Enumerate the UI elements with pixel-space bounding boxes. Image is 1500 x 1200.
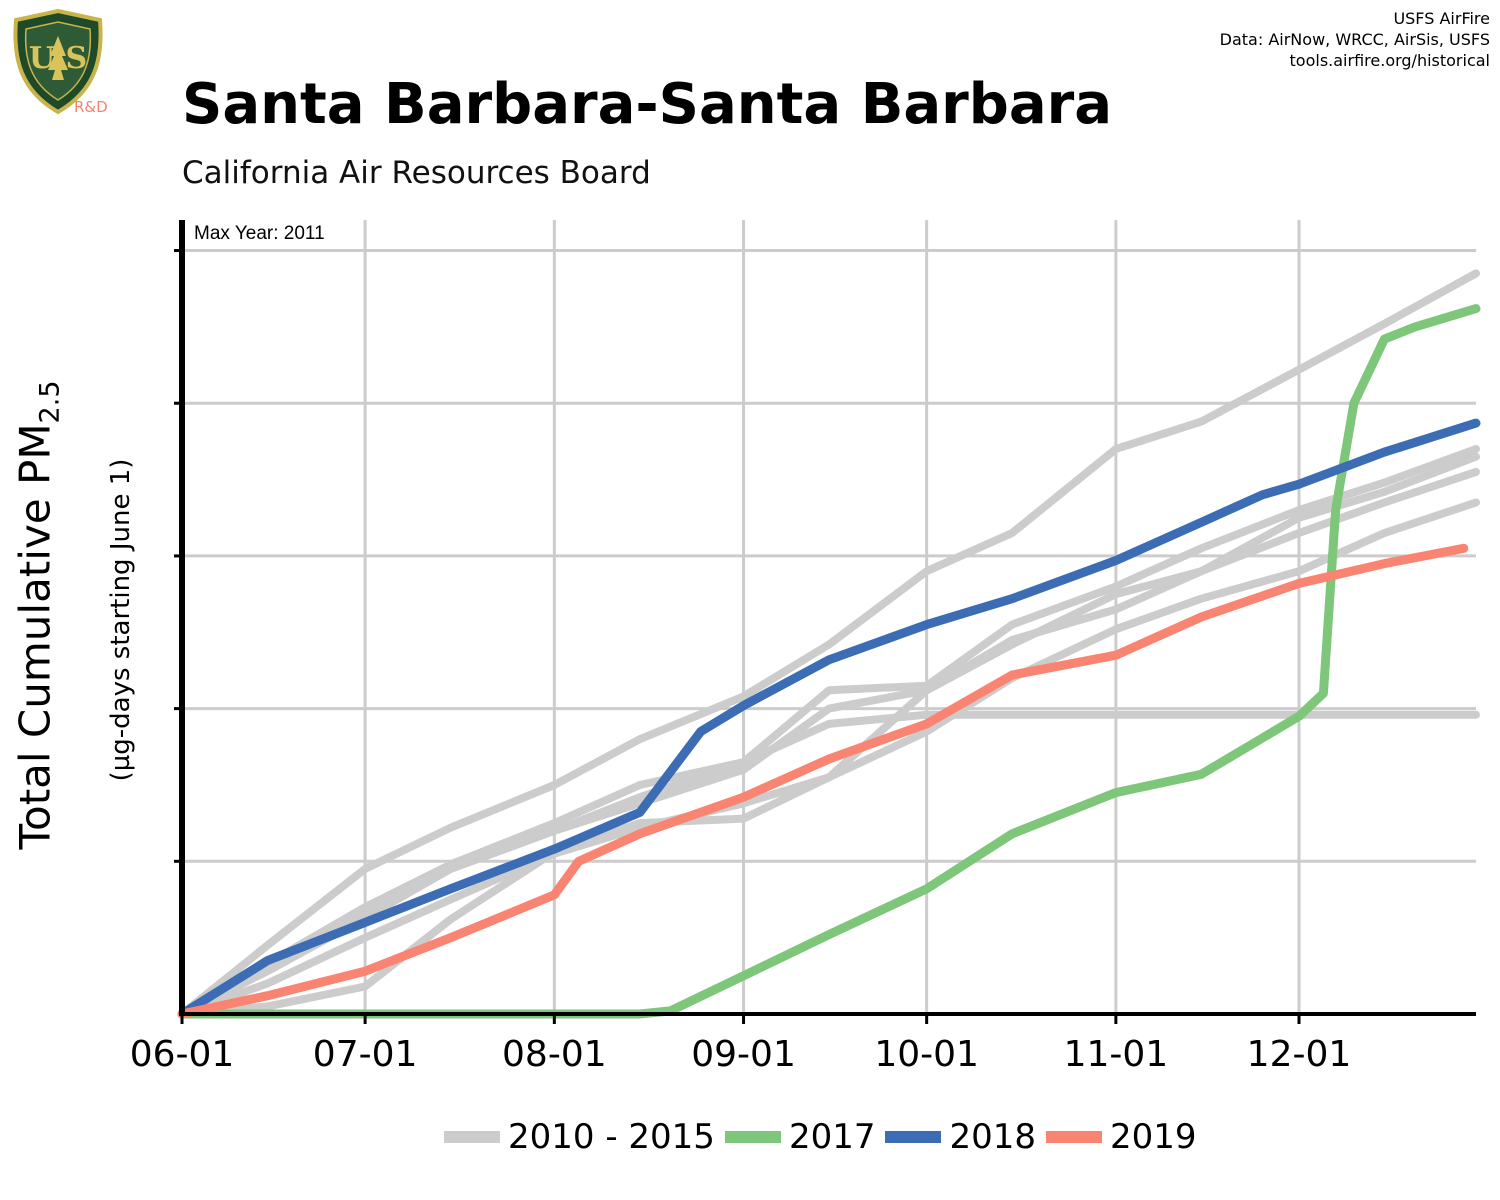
y-axis-label: Total Cumulative PM2.5	[10, 380, 65, 849]
max-year-annotation: Max Year: 2011	[194, 223, 325, 244]
logo-rd-text: R&D	[74, 98, 108, 116]
series-line	[178, 710, 1480, 1018]
chart-series	[177, 269, 1481, 1019]
x-tick-label: 12-01	[1247, 1034, 1352, 1075]
legend-swatch	[1046, 1131, 1103, 1143]
x-tick-label: 11-01	[1064, 1034, 1169, 1075]
legend-item: 2019	[1046, 1117, 1197, 1157]
series-line	[178, 467, 1480, 1018]
chart-subtitle: California Air Resources Board	[182, 155, 651, 191]
chart-legend: 2010 - 2015 2017 2018 2019	[0, 1112, 1500, 1162]
legend-swatch	[724, 1131, 781, 1143]
legend-label: 2017	[788, 1117, 876, 1157]
legend-label: 2010 - 2015	[508, 1117, 715, 1157]
legend-label: 2019	[1110, 1117, 1197, 1157]
chart-title: Santa Barbara-Santa Barbara	[182, 72, 1113, 137]
legend-item: 2017	[724, 1117, 876, 1157]
y-axis-label-text: Total Cumulative PM	[10, 423, 60, 850]
legend-label: 2018	[949, 1117, 1037, 1157]
series-line	[178, 269, 1480, 1018]
series-line	[178, 498, 1480, 1018]
y-axis-units-label: (µg-days starting June 1)	[106, 458, 136, 782]
chart-x-ticks: 06-01 07-01 08-01 09-01 10-01 11-01 12-01	[130, 1034, 1352, 1075]
x-tick-label: 08-01	[502, 1034, 607, 1075]
series-line	[177, 304, 1481, 1019]
series-line	[177, 418, 1481, 1019]
credit-line: tools.airfire.org/historical	[1289, 51, 1490, 70]
forest-service-shield-icon: U S	[13, 8, 103, 115]
y-axis-label-subscript: 2.5	[34, 380, 66, 424]
chart-axes: Max Year: 2011	[174, 220, 1476, 1024]
legend-swatch	[444, 1131, 500, 1143]
legend-item: 2018	[885, 1117, 1036, 1157]
credits: USFS AirFire Data: AirNow, WRCC, AirSis,…	[1220, 8, 1490, 71]
chart-grid	[182, 220, 1476, 1014]
series-line	[177, 543, 1469, 1019]
x-tick-label: 07-01	[313, 1034, 418, 1075]
x-tick-label: 09-01	[691, 1034, 796, 1075]
legend-swatch	[885, 1131, 942, 1143]
x-tick-label: 06-01	[130, 1034, 235, 1075]
credit-line: USFS AirFire	[1393, 9, 1490, 28]
x-tick-label: 10-01	[874, 1034, 979, 1075]
credit-line: Data: AirNow, WRCC, AirSis, USFS	[1219, 30, 1490, 49]
legend-item: 2010 - 2015	[444, 1117, 715, 1157]
